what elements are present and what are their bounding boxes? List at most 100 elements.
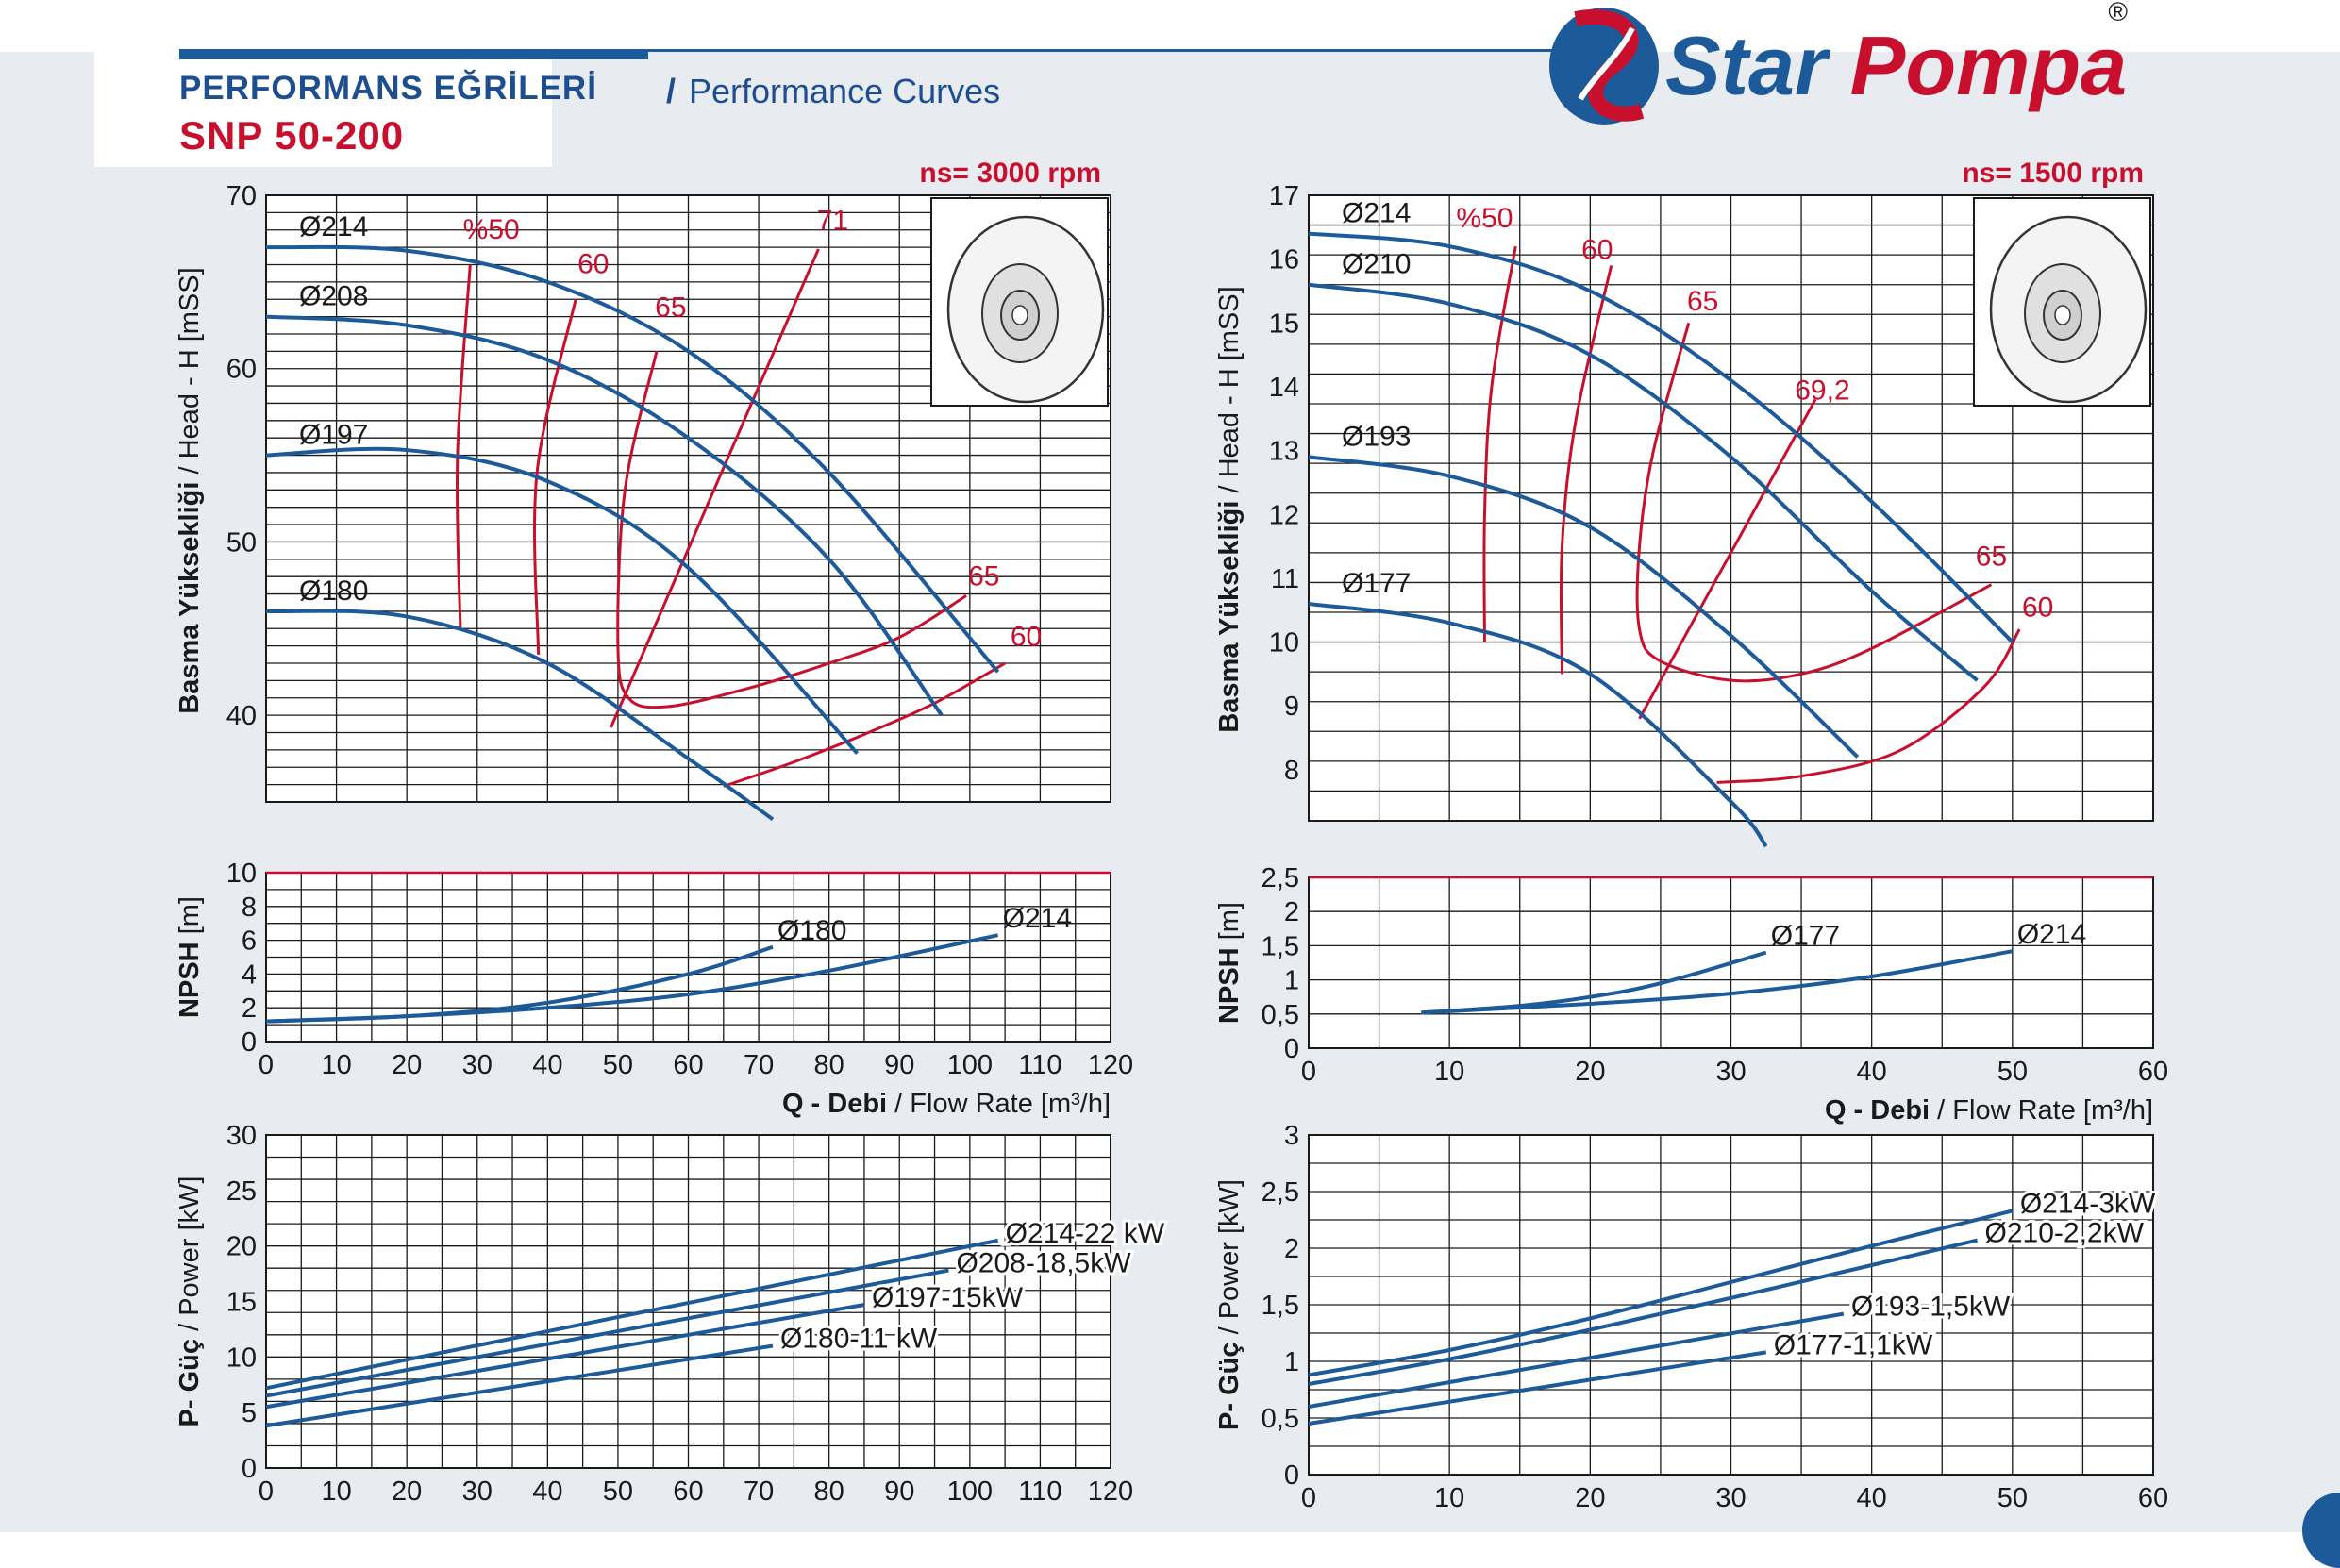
title-accent-bar — [179, 52, 648, 59]
impeller-thumbnail — [930, 197, 1109, 407]
x-tick-label: 90 — [884, 1476, 914, 1507]
title-turkish: PERFORMANS EĞRİLERİ — [179, 70, 597, 107]
x-tick-label: 120 — [1088, 1476, 1133, 1507]
y-axis-label: P- Güç / Power [kW] — [1214, 1179, 1245, 1430]
y-tick-label: 10 — [1269, 628, 1299, 659]
head-curve — [265, 446, 859, 755]
head-curve-label: Ø197 — [299, 420, 368, 451]
power-curve-label: Ø193-1,5kW — [1851, 1292, 2011, 1323]
head-curve-label: Ø193 — [1342, 421, 1411, 452]
chart-power_3000: 0 5 10 15 20 25 30 0 10 20 30 40 50 60 70 80 90 100 110 120… — [175, 1121, 1168, 1507]
x-tick-label: 100 — [947, 1476, 993, 1507]
efficiency-curve — [533, 298, 577, 655]
x-tick-label: 10 — [321, 1050, 351, 1080]
y-tick-label: 0 — [242, 1027, 257, 1058]
head-curve — [1308, 455, 1860, 759]
power-curve — [1308, 1209, 2014, 1377]
head-curve — [1308, 231, 2014, 643]
y-tick-label: 1,5 — [1262, 1291, 1299, 1321]
y-tick-label: 10 — [226, 859, 257, 889]
efficiency-curve — [1716, 628, 2021, 784]
npsh-curve-label: Ø177 — [1771, 921, 1840, 952]
y-tick-label: 5 — [242, 1398, 257, 1428]
npsh-curve-label: Ø214 — [2017, 919, 2086, 950]
power-curve-label: Ø180-11 kW — [780, 1324, 938, 1355]
efficiency-label: 71 — [817, 206, 848, 237]
y-tick-label: 2 — [1284, 1234, 1299, 1264]
x-tick-label: 80 — [814, 1476, 844, 1507]
x-tick-label: 20 — [1575, 1483, 1605, 1513]
title-separator: / — [666, 72, 677, 110]
head-curve — [265, 244, 1000, 674]
chart-head_1500: 8 9 10 11 12 13 14 15 16 17 Basma Yüksekliği / Hea… — [1214, 158, 2154, 848]
x-tick-label: 10 — [1434, 1057, 1464, 1087]
y-axis-label-bold: P- Güç — [175, 1331, 205, 1427]
x-tick-label: 40 — [1857, 1057, 1887, 1087]
efficiency-curve — [610, 248, 820, 728]
x-tick-label: 40 — [532, 1476, 562, 1507]
y-axis-label-rest: / Power [kW] — [175, 1176, 205, 1331]
efficiency-curve — [1482, 245, 1517, 642]
efficiency-label: 65 — [655, 292, 686, 324]
y-axis-label: Basma Yüksekliği / Head - H [mSS] — [1214, 286, 1245, 732]
y-axis-label-bold: NPSH — [1214, 940, 1245, 1024]
x-tick-label: 60 — [2138, 1483, 2168, 1513]
x-tick-label: 10 — [321, 1476, 351, 1507]
x-axis-label-bold: Q - Debi — [782, 1089, 894, 1119]
npsh-curve — [265, 933, 999, 1024]
y-tick-label: 20 — [226, 1232, 257, 1262]
y-axis-label-bold: Basma Yüksekliği — [1214, 493, 1245, 733]
y-axis-label-rest: / Power [kW] — [1214, 1179, 1245, 1334]
y-tick-label: 14 — [1269, 373, 1299, 403]
efficiency-curve — [1559, 265, 1613, 675]
y-tick-label: 13 — [1269, 437, 1299, 467]
x-tick-label: 110 — [1018, 1476, 1061, 1507]
y-axis-label: NPSH [m] — [175, 896, 205, 1018]
y-tick-label: 6 — [242, 926, 257, 957]
x-axis-label: Q - Debi / Flow Rate [m³/h] — [782, 1089, 1111, 1119]
x-tick-label: 40 — [1857, 1483, 1887, 1513]
registered-mark: ® — [2108, 0, 2128, 26]
efficiency-label: 60 — [577, 249, 609, 280]
power-curve-label: Ø214-22 kW — [1006, 1218, 1165, 1249]
x-tick-label: 0 — [259, 1476, 274, 1507]
power-curve-label: Ø197-15kW — [872, 1282, 1024, 1313]
y-axis-label-rest: / Head - H [mSS] — [1214, 286, 1245, 492]
y-tick-label: 1 — [1284, 1347, 1299, 1377]
chart-head_3000: 40 50 60 70 Basma Yüksekliği / Head - H [mSS… — [175, 158, 1112, 821]
power-curve — [265, 1238, 999, 1391]
y-tick-label: 10 — [226, 1343, 257, 1373]
efficiency-label: 65 — [1976, 541, 2007, 572]
head-curve — [1308, 282, 1979, 682]
efficiency-label: %50 — [1456, 203, 1513, 234]
efficiency-curve — [723, 661, 1006, 788]
y-tick-label: 16 — [1269, 245, 1299, 275]
x-tick-label: 20 — [1575, 1057, 1605, 1087]
efficiency-label: 69,2 — [1795, 375, 1849, 406]
npsh-curve — [1421, 949, 2014, 1015]
head-curve — [1308, 601, 1768, 848]
x-tick-label: 0 — [259, 1050, 274, 1080]
x-axis-label-bold: Q - Debi — [1825, 1095, 1937, 1126]
y-tick-label: 8 — [242, 892, 257, 923]
x-tick-label: 10 — [1434, 1483, 1464, 1513]
x-tick-label: 30 — [462, 1050, 493, 1080]
x-tick-label: 100 — [947, 1050, 993, 1080]
x-tick-label: 50 — [603, 1476, 633, 1507]
npsh-curve-label: Ø180 — [777, 915, 846, 946]
x-tick-label: 110 — [1018, 1050, 1061, 1080]
npsh-curve-label: Ø214 — [1003, 903, 1072, 934]
x-tick-label: 30 — [1715, 1483, 1746, 1513]
y-tick-label: 50 — [226, 527, 257, 558]
power-curve — [265, 1303, 865, 1410]
impeller-bore — [2054, 305, 2071, 325]
head-curve — [265, 314, 944, 717]
power-curve-label: Ø214-3kW — [2020, 1188, 2156, 1219]
y-tick-label: 8 — [1284, 756, 1299, 786]
x-tick-label: 50 — [1997, 1483, 2028, 1513]
x-tick-label: 50 — [603, 1050, 633, 1080]
logo-mark — [1549, 8, 1659, 125]
head-curve-label: Ø208 — [299, 281, 368, 312]
x-tick-label: 0 — [1301, 1057, 1316, 1087]
y-axis-label-rest: / Head - H [mSS] — [175, 267, 205, 474]
